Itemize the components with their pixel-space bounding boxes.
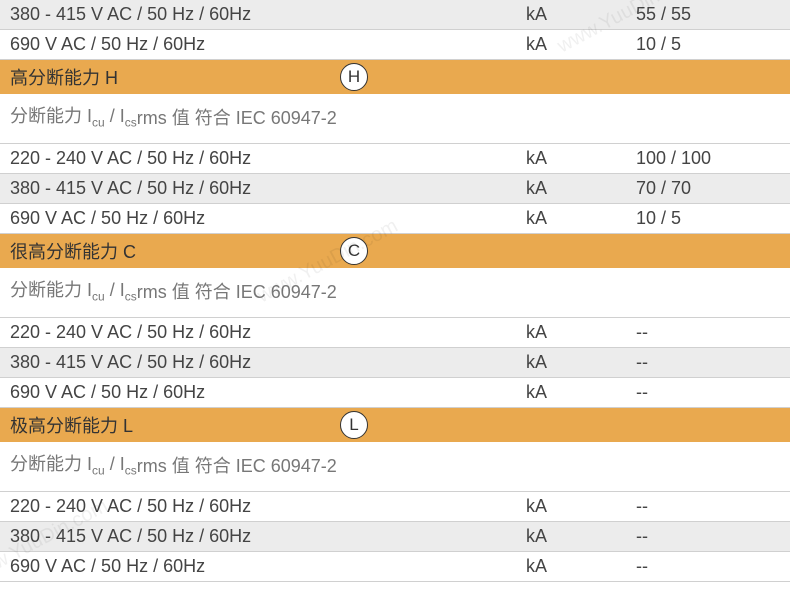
spec-label: 690 V AC / 50 Hz / 60Hz <box>0 552 520 581</box>
spec-value: -- <box>630 522 790 551</box>
table-row: 380 - 415 V AC / 50 Hz / 60HzkA70 / 70 <box>0 174 790 204</box>
table-row: 220 - 240 V AC / 50 Hz / 60HzkA-- <box>0 492 790 522</box>
spec-unit: kA <box>520 378 630 407</box>
table-row: 380 - 415 V AC / 50 Hz / 60HzkA-- <box>0 522 790 552</box>
spec-unit: kA <box>520 522 630 551</box>
spec-table: 380 - 415 V AC / 50 Hz / 60HzkA55 / 5569… <box>0 0 790 582</box>
spec-unit: kA <box>520 492 630 521</box>
spec-unit: kA <box>520 144 630 173</box>
section-title: 高分断能力 H <box>0 60 520 94</box>
spec-unit: kA <box>520 552 630 581</box>
section-header: 极高分断能力 LL <box>0 408 790 442</box>
spec-value: -- <box>630 318 790 347</box>
spec-value: 55 / 55 <box>630 0 790 29</box>
spec-value: 10 / 5 <box>630 204 790 233</box>
table-row: 690 V AC / 50 Hz / 60HzkA-- <box>0 552 790 582</box>
spec-value: -- <box>630 552 790 581</box>
section-header: 高分断能力 HH <box>0 60 790 94</box>
spec-label: 380 - 415 V AC / 50 Hz / 60Hz <box>0 522 520 551</box>
section-title: 很高分断能力 C <box>0 234 520 268</box>
spec-label: 220 - 240 V AC / 50 Hz / 60Hz <box>0 492 520 521</box>
spec-value: 70 / 70 <box>630 174 790 203</box>
spec-label: 690 V AC / 50 Hz / 60Hz <box>0 204 520 233</box>
table-row: 690 V AC / 50 Hz / 60HzkA-- <box>0 378 790 408</box>
spec-unit: kA <box>520 204 630 233</box>
section-circle-icon: L <box>340 411 368 439</box>
spec-label: 690 V AC / 50 Hz / 60Hz <box>0 30 520 59</box>
section-title: 极高分断能力 L <box>0 408 520 442</box>
table-row: 690 V AC / 50 Hz / 60HzkA10 / 5 <box>0 204 790 234</box>
spec-value: -- <box>630 348 790 377</box>
section-circle-icon: H <box>340 63 368 91</box>
section-header: 很高分断能力 CC <box>0 234 790 268</box>
spec-unit: kA <box>520 0 630 29</box>
section-sublabel: 分断能力 Icu / Icsrms 值 符合 IEC 60947-2 <box>0 94 790 144</box>
spec-value: -- <box>630 492 790 521</box>
spec-label: 220 - 240 V AC / 50 Hz / 60Hz <box>0 144 520 173</box>
spec-value: 100 / 100 <box>630 144 790 173</box>
table-row: 380 - 415 V AC / 50 Hz / 60HzkA55 / 55 <box>0 0 790 30</box>
table-row: 690 V AC / 50 Hz / 60HzkA10 / 5 <box>0 30 790 60</box>
sublabel-text: 分断能力 Icu / Icsrms 值 符合 IEC 60947-2 <box>0 275 520 309</box>
spec-value: -- <box>630 378 790 407</box>
spec-unit: kA <box>520 318 630 347</box>
section-circle-icon: C <box>340 237 368 265</box>
table-row: 380 - 415 V AC / 50 Hz / 60HzkA-- <box>0 348 790 378</box>
spec-unit: kA <box>520 348 630 377</box>
section-sublabel: 分断能力 Icu / Icsrms 值 符合 IEC 60947-2 <box>0 268 790 318</box>
spec-unit: kA <box>520 174 630 203</box>
sublabel-text: 分断能力 Icu / Icsrms 值 符合 IEC 60947-2 <box>0 449 520 483</box>
section-sublabel: 分断能力 Icu / Icsrms 值 符合 IEC 60947-2 <box>0 442 790 492</box>
spec-label: 690 V AC / 50 Hz / 60Hz <box>0 378 520 407</box>
spec-label: 220 - 240 V AC / 50 Hz / 60Hz <box>0 318 520 347</box>
table-row: 220 - 240 V AC / 50 Hz / 60HzkA-- <box>0 318 790 348</box>
spec-unit: kA <box>520 30 630 59</box>
spec-value: 10 / 5 <box>630 30 790 59</box>
spec-label: 380 - 415 V AC / 50 Hz / 60Hz <box>0 0 520 29</box>
spec-label: 380 - 415 V AC / 50 Hz / 60Hz <box>0 348 520 377</box>
spec-label: 380 - 415 V AC / 50 Hz / 60Hz <box>0 174 520 203</box>
sublabel-text: 分断能力 Icu / Icsrms 值 符合 IEC 60947-2 <box>0 101 520 135</box>
table-row: 220 - 240 V AC / 50 Hz / 60HzkA100 / 100 <box>0 144 790 174</box>
